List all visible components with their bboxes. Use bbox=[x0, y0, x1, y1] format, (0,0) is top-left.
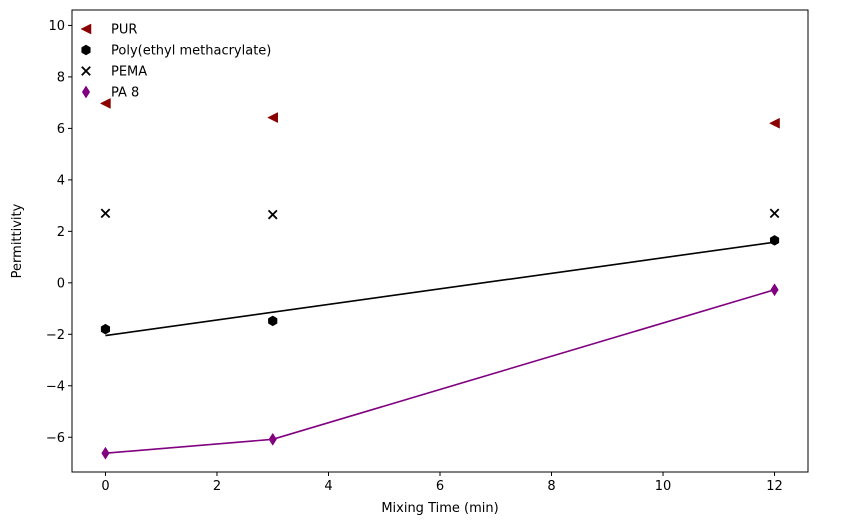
data-point bbox=[100, 208, 111, 219]
legend-label: PEMA bbox=[111, 65, 147, 80]
data-point bbox=[100, 323, 111, 335]
y-tick-label: −2 bbox=[46, 328, 65, 343]
x-tick-label: 4 bbox=[324, 479, 332, 494]
x-tick-label: 0 bbox=[101, 479, 109, 494]
legend-label: Poly(ethyl methacrylate) bbox=[111, 44, 271, 59]
plot-frame bbox=[71, 9, 809, 473]
x-axis-ticks: 0 2 4 6 8 10 12 bbox=[101, 472, 783, 494]
legend-marker bbox=[81, 85, 91, 99]
y-tick-label: 6 bbox=[57, 122, 65, 137]
y-tick-label: 8 bbox=[57, 70, 65, 85]
data-point bbox=[267, 209, 278, 220]
y-tick-label: −6 bbox=[46, 431, 65, 446]
data-point bbox=[101, 446, 110, 460]
data-point bbox=[768, 117, 780, 129]
legend-marker bbox=[80, 23, 92, 35]
y-tick-label: 2 bbox=[57, 225, 65, 240]
legend-label: PA 8 bbox=[111, 86, 139, 101]
data-point bbox=[268, 315, 278, 327]
series-line bbox=[105, 241, 775, 337]
x-tick-label: 10 bbox=[655, 479, 672, 494]
x-axis-label: Mixing Time (min) bbox=[381, 501, 498, 516]
series-lines bbox=[105, 241, 775, 455]
legend-marker bbox=[81, 44, 91, 56]
y-tick-label: 10 bbox=[48, 19, 65, 34]
y-tick-label: −4 bbox=[46, 379, 65, 394]
legend-label: PUR bbox=[111, 23, 137, 38]
y-tick-label: 4 bbox=[57, 173, 65, 188]
y-axis-ticks: −6 −4 −2 0 2 4 6 8 10 bbox=[46, 19, 72, 446]
x-tick-label: 6 bbox=[436, 479, 444, 494]
x-tick-label: 12 bbox=[766, 479, 783, 494]
x-tick-label: 8 bbox=[547, 479, 555, 494]
legend: PUR Poly(ethyl methacrylate) PEMA PA 8 bbox=[80, 23, 271, 101]
data-point bbox=[769, 235, 780, 246]
series-line bbox=[105, 289, 775, 455]
data-point bbox=[267, 112, 278, 123]
y-axis-label: Permittivity bbox=[10, 203, 25, 278]
data-point bbox=[99, 98, 111, 109]
y-tick-label: 0 bbox=[57, 276, 65, 291]
x-tick-label: 2 bbox=[213, 479, 221, 494]
data-point bbox=[770, 283, 779, 297]
data-point bbox=[268, 432, 277, 446]
series-markers bbox=[99, 98, 780, 460]
legend-marker bbox=[81, 66, 91, 76]
data-point bbox=[769, 208, 780, 219]
